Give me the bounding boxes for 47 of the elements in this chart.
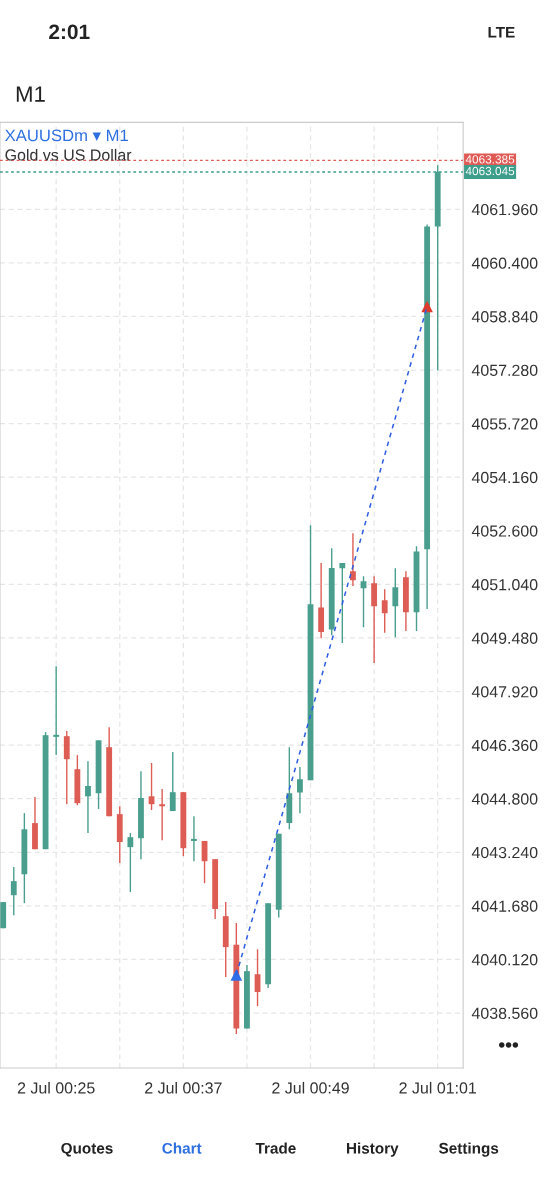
- text: M1: [16, 86, 45, 102]
- candlestick: [381, 588, 388, 634]
- text: Gold vs US Dollar: [5, 148, 132, 161]
- candlestick: [350, 532, 356, 587]
- y-tick-label: 4049.480: [471, 632, 538, 644]
- y-tick-label: 4043.240: [471, 846, 538, 859]
- y-tick-label: 4041.680: [471, 900, 538, 912]
- y-tick-label: 4038.560: [471, 1007, 538, 1019]
- x-tick-label: 2 Jul 00:49: [272, 1081, 349, 1094]
- text: History: [346, 1142, 399, 1157]
- text: 2:01: [49, 24, 90, 40]
- y-tick-label: 4055.720: [471, 418, 538, 430]
- y-tick-label: 4058.840: [471, 311, 538, 323]
- candlestick: [169, 751, 176, 812]
- y-tick-label: 4044.800: [471, 793, 538, 805]
- y-tick-label: 4054.160: [471, 471, 538, 484]
- candlestick: [297, 766, 303, 814]
- x-tick-label: 2 Jul 00:25: [17, 1081, 95, 1094]
- candlestick: [392, 567, 399, 638]
- text: Settings: [438, 1142, 499, 1157]
- text: Chart: [162, 1142, 202, 1154]
- y-tick-label: 4047.920: [471, 686, 538, 698]
- ref-line-label: 4063.385: [465, 155, 515, 164]
- y-tick-label: 4051.040: [471, 579, 538, 591]
- chart-title: XAUUSDm ▾ M1: [5, 129, 128, 142]
- ref-line-label: 4063.045: [465, 166, 515, 176]
- candlestick: [63, 730, 70, 805]
- x-tick-label: 2 Jul 00:37: [145, 1081, 222, 1094]
- candlestick: [127, 832, 134, 893]
- text: LTE: [488, 27, 515, 38]
- candlestick: [191, 815, 197, 862]
- y-tick-label: 4061.960: [471, 203, 538, 216]
- candlestick: [371, 575, 378, 664]
- y-tick-label: 4052.600: [471, 525, 538, 537]
- candlestick: [339, 562, 346, 644]
- y-tick-label: 4057.280: [471, 364, 538, 376]
- candlestick: [10, 866, 17, 916]
- candlestick: [85, 760, 91, 834]
- x-tick-label: 2 Jul 01:01: [399, 1081, 476, 1094]
- y-tick-label: 4060.400: [471, 257, 538, 269]
- text: Trade: [255, 1142, 296, 1154]
- text: Quotes: [61, 1142, 113, 1157]
- candlestick: [53, 665, 60, 756]
- text: •••: [498, 1042, 519, 1048]
- y-tick-label: 4040.120: [471, 954, 538, 966]
- y-tick-label: 4046.360: [471, 739, 538, 752]
- candlestick: [159, 788, 166, 841]
